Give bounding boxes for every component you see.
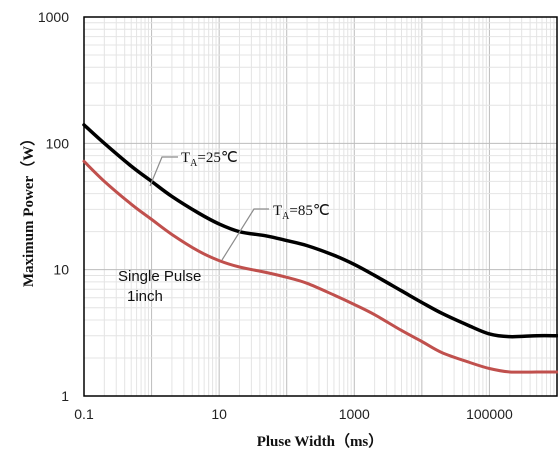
grid-lines (84, 17, 557, 396)
annotation-single-pulse: Single Pulse (118, 268, 201, 285)
series-labels: TA=25℃ TA=85℃ (149, 150, 330, 261)
y-tick-label: 1000 (38, 9, 69, 25)
leader-line (149, 156, 178, 187)
x-tick-label: 1000 (339, 406, 370, 422)
label-25c: TA=25℃ (181, 150, 238, 169)
series-line-85c (82, 159, 558, 374)
y-tick-label: 100 (46, 135, 70, 151)
series-lines (82, 123, 558, 374)
x-tick-label: 0.1 (74, 406, 94, 422)
series-line-25c (82, 123, 558, 339)
x-tick-label: 10 (211, 406, 227, 422)
x-axis-title: Pluse Width（ms） (257, 432, 384, 450)
annotation-1inch: 1inch (127, 288, 163, 305)
y-tick-label: 1 (61, 388, 69, 404)
tick-labels: 0.1 10 1000 100000 1 10 100 1000 (38, 9, 513, 422)
y-tick-label: 10 (53, 262, 69, 278)
x-tick-label: 100000 (466, 406, 513, 422)
leader-line (221, 208, 269, 261)
plot-frame (83, 16, 558, 397)
y-axis-title: Maximum Power（W） (19, 131, 37, 287)
label-85c: TA=85℃ (273, 203, 330, 222)
